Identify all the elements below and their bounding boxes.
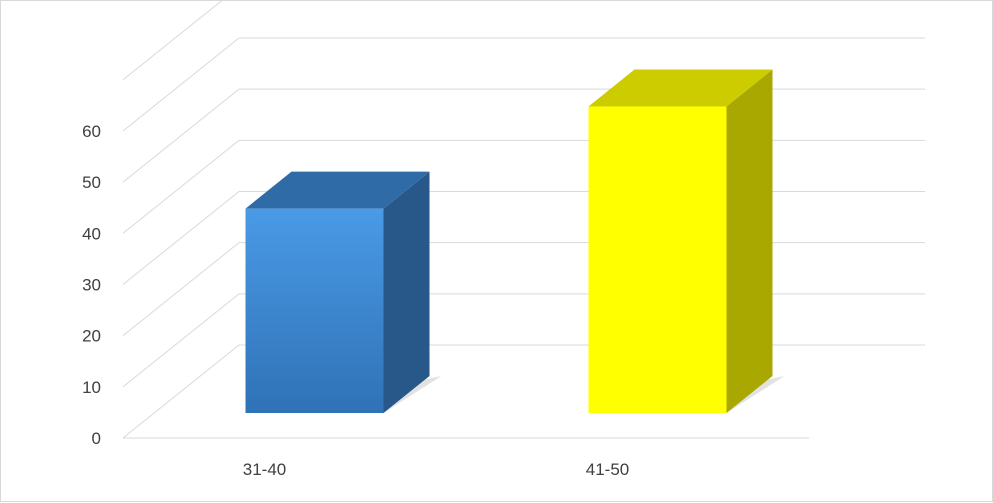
- gridline: [122, 139, 925, 234]
- gridline: [122, 344, 925, 439]
- gridline: [122, 242, 925, 337]
- x-tick-label: 31-40: [243, 460, 286, 479]
- bar-top: [245, 171, 430, 209]
- y-tick-label: 60: [82, 122, 101, 141]
- gridline: [122, 293, 925, 388]
- y-tick-label: 10: [82, 378, 101, 397]
- gridline: [122, 1, 223, 81]
- gridline: [122, 191, 925, 285]
- bar-41-50: [588, 69, 785, 413]
- x-axis: 31-40 41-50: [243, 460, 629, 479]
- bars: [245, 69, 785, 413]
- y-tick-label: 50: [82, 173, 101, 192]
- gridline: [122, 88, 925, 183]
- y-tick-label: 30: [82, 276, 101, 295]
- bar-front: [245, 208, 384, 413]
- gridlines: [122, 1, 925, 439]
- bar-side: [726, 69, 773, 413]
- y-tick-label: 0: [92, 429, 101, 448]
- bar-31-40: [245, 171, 442, 413]
- y-tick-label: 40: [82, 224, 101, 243]
- gridline: [122, 37, 925, 132]
- bar-side: [383, 171, 430, 413]
- bar-top: [588, 69, 773, 107]
- x-tick-label: 41-50: [586, 460, 629, 479]
- bar-front: [588, 106, 727, 413]
- y-tick-label: 20: [82, 327, 101, 346]
- y-axis: 0 10 20 30 40 50 60: [82, 122, 101, 448]
